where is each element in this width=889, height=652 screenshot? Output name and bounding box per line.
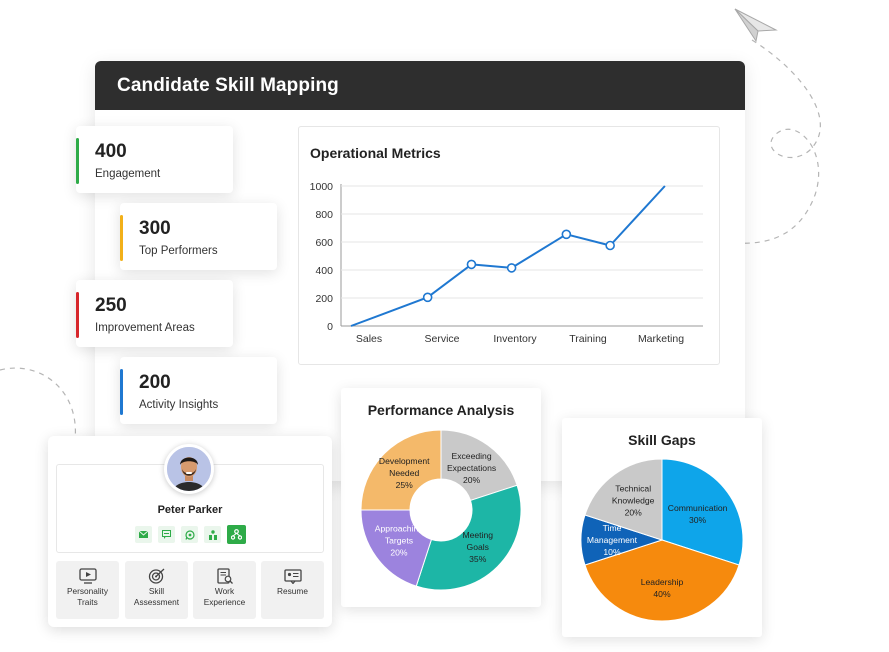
pie-slice: [415, 484, 522, 591]
stat-label: Activity Insights: [139, 399, 219, 411]
stat-card-engagement[interactable]: 400 Engagement: [76, 126, 233, 193]
tile-label: Work Experience: [203, 586, 246, 607]
y-tick-label: 600: [315, 237, 333, 249]
hierarchy-icon: [231, 529, 242, 540]
profile-name: Peter Parker: [157, 504, 223, 516]
pie-slice: [584, 458, 663, 541]
donut-chart-svg: Exceeding Expectations 20% Meeting Goals 35% A…: [360, 429, 522, 591]
slice-label: Exceeding Expectations 20%: [447, 451, 496, 485]
org-chart-button[interactable]: [204, 526, 221, 543]
pie-chart-svg: Communication 30% Leadership 40%Time Managem…: [580, 458, 744, 622]
slice-label: Communication 30%: [668, 503, 728, 525]
work-experience-tile[interactable]: Work Experience: [193, 561, 256, 619]
x-tick-label: Training: [569, 333, 607, 345]
tile-label: Skill Assessment: [133, 586, 180, 607]
resume-icon: [283, 569, 302, 584]
y-tick-label: 400: [315, 265, 333, 277]
tile-label: Resume: [277, 586, 308, 596]
pie-slice: [584, 539, 740, 622]
stat-card-activity-insights[interactable]: 200 Activity Insights: [120, 357, 277, 424]
stat-accent-bar: [76, 138, 79, 184]
stat-accent-bar: [120, 215, 123, 261]
chart-title: Operational Metrics: [310, 145, 441, 161]
performance-analysis-card: Performance Analysis Exceeding Expectatio…: [341, 388, 541, 607]
data-point: [561, 229, 572, 240]
whatsapp-button[interactable]: [181, 526, 198, 543]
y-tick-label: 800: [315, 209, 333, 221]
whatsapp-icon: [184, 529, 195, 540]
stat-label: Top Performers: [139, 245, 218, 257]
paper-plane-icon: [734, 8, 778, 43]
stat-value: 300: [139, 218, 171, 239]
stat-card-top-performers[interactable]: 300 Top Performers: [120, 203, 277, 270]
x-tick-label: Service: [424, 333, 459, 345]
contact-actions: [135, 525, 246, 544]
window-header: Candidate Skill Mapping: [95, 61, 745, 110]
target-icon: [148, 568, 164, 584]
slice-label: Technical Knowledge 20%: [612, 483, 655, 517]
x-tick-label: Sales: [356, 333, 382, 345]
chart-title: Performance Analysis: [367, 402, 515, 418]
line-chart-svg: 0 200 400 600 800 1000 Sales Service Inventory Tr…: [310, 181, 703, 345]
slice-label: Meeting Goals 35%: [462, 530, 493, 564]
slice-label: Time Management 10%: [587, 523, 638, 557]
chart-title: Skill Gaps: [628, 432, 696, 448]
pie-slice: [440, 429, 518, 502]
message-icon: [162, 530, 171, 539]
org-chart-icon: [208, 529, 217, 540]
skill-gaps-card: Skill Gaps Communication 30% Leadership 40%…: [562, 418, 762, 637]
stat-accent-bar: [76, 292, 79, 338]
resume-tile[interactable]: Resume: [261, 561, 324, 619]
stat-accent-bar: [120, 369, 123, 415]
stat-value: 250: [95, 295, 127, 316]
skill-assessment-tile[interactable]: Skill Assessment: [125, 561, 188, 619]
data-point: [466, 259, 477, 270]
data-point: [605, 240, 615, 251]
slice-label: Leadership 40%: [641, 577, 684, 599]
pie-slice: [360, 509, 433, 587]
stat-value: 200: [139, 372, 171, 393]
hierarchy-button[interactable]: [227, 525, 246, 544]
slice-label: Approaching Targets 20%: [375, 524, 423, 558]
avatar[interactable]: [164, 444, 214, 494]
series-line: [350, 185, 666, 327]
stat-value: 400: [95, 141, 127, 162]
profile-card: Peter Parker Personali: [48, 436, 332, 627]
pie-slice: [661, 458, 744, 566]
window-title: Candidate Skill Mapping: [117, 74, 339, 96]
x-tick-label: Inventory: [493, 333, 537, 345]
data-point: [422, 292, 433, 303]
stat-label: Improvement Areas: [95, 322, 195, 334]
y-tick-label: 1000: [310, 181, 334, 193]
slice-label: Development Needed 25%: [379, 456, 430, 490]
video-icon: [78, 568, 97, 584]
personality-traits-tile[interactable]: Personality Traits: [56, 561, 119, 619]
pie-slice: [360, 429, 442, 511]
email-icon: [139, 531, 148, 538]
document-search-icon: [216, 568, 233, 584]
email-button[interactable]: [135, 526, 152, 543]
operational-metrics-chart: Operational Metrics 0 200 400 600 800 1000 Sal…: [298, 126, 720, 365]
stat-card-improvement-areas[interactable]: 250 Improvement Areas: [76, 280, 233, 347]
data-point: [506, 263, 517, 273]
x-tick-label: Marketing: [638, 333, 684, 345]
message-button[interactable]: [158, 526, 175, 543]
stat-label: Engagement: [95, 168, 161, 180]
tile-label: Personality Traits: [66, 586, 109, 607]
y-tick-label: 200: [315, 293, 333, 305]
y-tick-label: 0: [327, 321, 333, 333]
